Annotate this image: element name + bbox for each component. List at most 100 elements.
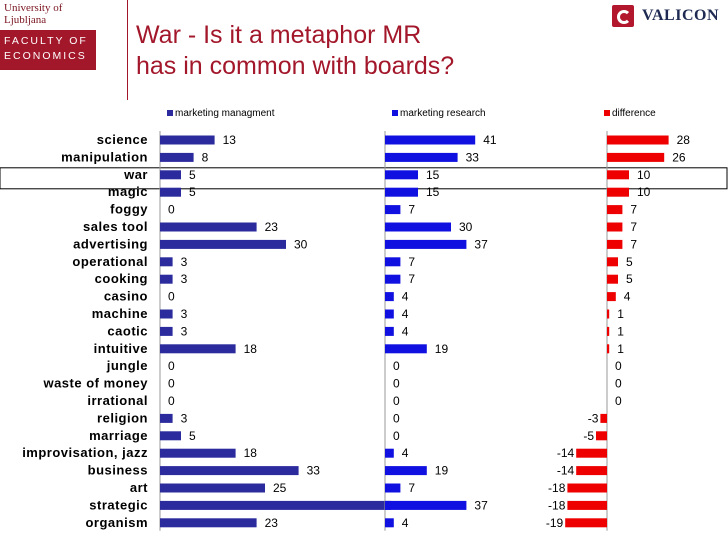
university-name: University of Ljubljana — [4, 2, 63, 26]
valicon-brand-name: VALICON — [642, 7, 719, 24]
category-label-foggy: foggy — [110, 202, 148, 217]
category-label-science: science — [97, 132, 148, 147]
category-label-organism: organism — [85, 515, 148, 530]
value-label-marketing-research-advertising: 37 — [474, 237, 488, 251]
value-label-marketing-managment-operational: 3 — [181, 255, 188, 269]
value-label-marketing-research-caotic: 4 — [402, 324, 409, 338]
value-label-difference-advertising: 7 — [630, 237, 637, 251]
category-label-art: art — [130, 480, 148, 495]
value-label-difference-religion: -3 — [588, 411, 599, 425]
value-label-marketing-managment-manipulation: 8 — [202, 150, 209, 164]
bar-difference-organism — [565, 518, 607, 528]
value-label-marketing-research-machine: 4 — [402, 307, 409, 321]
value-label-difference-improvisation-jazz: -14 — [557, 446, 575, 460]
value-label-marketing-managment-irrational: 0 — [168, 394, 175, 408]
value-label-difference-casino: 4 — [624, 290, 631, 304]
highlight-box — [0, 167, 728, 190]
bar-marketing-managment-business — [160, 466, 299, 476]
bar-marketing-research-operational — [385, 257, 401, 267]
value-label-difference-waste-of-money: 0 — [615, 377, 622, 391]
value-label-marketing-research-intuitive: 19 — [435, 342, 449, 356]
bar-difference-improvisation-jazz — [576, 448, 607, 458]
value-label-marketing-research-war: 15 — [426, 168, 440, 182]
value-label-difference-business: -14 — [557, 464, 575, 478]
category-label-machine: machine — [92, 306, 148, 321]
value-label-marketing-research-business: 19 — [435, 464, 449, 478]
header-divider — [127, 0, 128, 100]
valicon-logo: VALICON — [612, 3, 726, 29]
value-label-marketing-managment-intuitive: 18 — [244, 342, 258, 356]
bar-marketing-managment-caotic — [160, 326, 173, 336]
category-label-war: war — [123, 167, 148, 182]
value-label-marketing-managment-religion: 3 — [181, 411, 188, 425]
bar-difference-business — [576, 466, 607, 476]
value-label-marketing-managment-war: 5 — [189, 168, 196, 182]
value-label-marketing-managment-foggy: 0 — [168, 203, 175, 217]
category-label-intuitive: intuitive — [94, 341, 148, 356]
value-label-marketing-research-sales-tool: 30 — [459, 220, 473, 234]
category-labels: science manipulation war magic foggy sales to… — [22, 132, 148, 530]
value-label-marketing-managment-science: 13 — [223, 133, 237, 147]
value-label-marketing-research-strategic: 37 — [474, 498, 488, 512]
bar-marketing-research-art — [385, 483, 401, 493]
value-label-difference-sales-tool: 7 — [630, 220, 637, 234]
value-label-difference-cooking: 5 — [626, 272, 633, 286]
bar-marketing-research-strategic — [385, 500, 467, 510]
bar-difference-religion — [600, 413, 607, 423]
bar-marketing-research-war — [385, 170, 418, 180]
value-label-difference-marriage: -5 — [583, 429, 594, 443]
bar-marketing-managment-cooking — [160, 274, 173, 284]
value-label-marketing-managment-business: 33 — [307, 464, 321, 478]
faculty-badge: FACULTY OF ECONOMICS — [0, 30, 96, 70]
bar-marketing-research-science — [385, 135, 476, 145]
value-label-marketing-research-organism: 4 — [402, 516, 409, 530]
value-label-difference-organism: -19 — [546, 516, 564, 530]
bar-marketing-managment-strategic — [160, 500, 391, 510]
value-label-difference-war: 10 — [637, 168, 651, 182]
category-label-marriage: marriage — [89, 428, 148, 443]
value-label-marketing-research-operational: 7 — [408, 255, 415, 269]
category-label-casino: casino — [104, 289, 148, 304]
bar-marketing-research-intuitive — [385, 344, 427, 354]
value-label-difference-operational: 5 — [626, 255, 633, 269]
category-label-advertising: advertising — [73, 236, 148, 251]
value-label-marketing-research-improvisation-jazz: 4 — [402, 446, 409, 460]
value-label-marketing-managment-marriage: 5 — [189, 429, 196, 443]
value-label-marketing-managment-advertising: 30 — [294, 237, 308, 251]
bar-difference-sales-tool — [607, 222, 623, 232]
value-label-marketing-managment-magic: 5 — [189, 185, 196, 199]
value-label-marketing-managment-organism: 23 — [265, 516, 279, 530]
value-label-marketing-research-cooking: 7 — [408, 272, 415, 286]
category-label-operational: operational — [72, 254, 148, 269]
value-label-marketing-research-foggy: 7 — [408, 203, 415, 217]
category-label-irrational: irrational — [87, 393, 148, 408]
bar-marketing-research-business — [385, 466, 427, 476]
category-label-magic: magic — [108, 184, 148, 199]
category-label-jungle: jungle — [106, 358, 148, 373]
value-label-difference-jungle: 0 — [615, 359, 622, 373]
title-line-2: has in common with boards? — [136, 52, 455, 80]
valicon-mark-icon — [612, 5, 634, 27]
bar-difference-casino — [607, 292, 616, 302]
bar-marketing-managment-science — [160, 135, 215, 145]
bar-difference-machine — [607, 309, 610, 319]
bar-marketing-managment-manipulation — [160, 152, 194, 162]
chart-legend: marketing managment marketing research dif… — [167, 108, 656, 119]
bar-marketing-research-casino — [385, 292, 394, 302]
category-label-business: business — [88, 463, 148, 478]
value-label-difference-irrational: 0 — [615, 394, 622, 408]
bar-marketing-research-machine — [385, 309, 394, 319]
value-label-marketing-research-waste-of-money: 0 — [393, 377, 400, 391]
value-label-marketing-research-magic: 15 — [426, 185, 440, 199]
bar-marketing-managment-advertising — [160, 239, 286, 249]
bar-marketing-research-caotic — [385, 326, 394, 336]
value-label-marketing-research-manipulation: 33 — [466, 150, 480, 164]
faculty-line-2: ECONOMICS — [4, 50, 87, 62]
bar-marketing-managment-war — [160, 170, 181, 180]
bar-difference-strategic — [567, 500, 607, 510]
bar-difference-foggy — [607, 205, 623, 215]
bar-marketing-research-advertising — [385, 239, 467, 249]
value-label-marketing-managment-casino: 0 — [168, 290, 175, 304]
